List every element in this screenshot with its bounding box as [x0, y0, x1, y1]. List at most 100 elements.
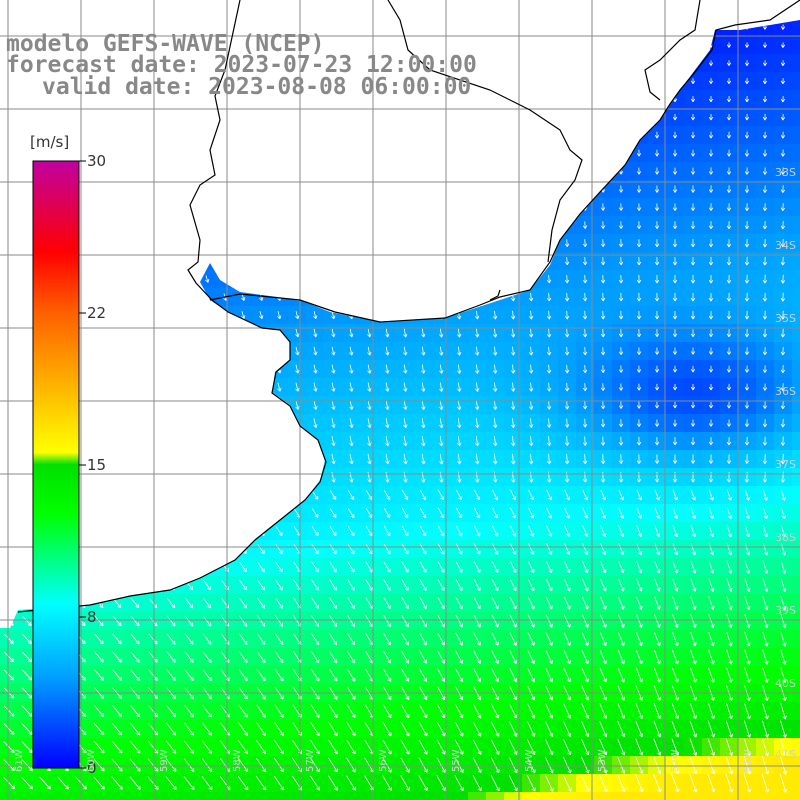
wind-arrow — [331, 257, 336, 265]
wind-arrow — [385, 400, 390, 410]
wind-arrow — [493, 328, 498, 338]
wind-arrow — [169, 257, 174, 265]
wind-cell — [90, 342, 109, 361]
wind-arrow — [636, 60, 642, 66]
wind-arrow — [259, 7, 262, 11]
wind-arrow — [310, 633, 320, 646]
wind-arrow — [167, 490, 175, 500]
wind-arrow — [347, 579, 355, 591]
wind-arrow — [187, 293, 192, 301]
wind-cell — [342, 126, 361, 145]
wind-arrow — [169, 7, 172, 11]
wind-arrow — [295, 364, 300, 374]
wind-arrow — [169, 418, 174, 428]
wind-arrow — [96, 24, 101, 30]
wind-cell — [522, 216, 541, 235]
wind-arrow — [187, 221, 192, 229]
wind-arrow — [600, 578, 607, 592]
wind-arrow — [762, 95, 768, 103]
wind-arrow — [401, 597, 409, 610]
wind-arrow — [348, 114, 354, 120]
wind-arrow — [222, 114, 227, 120]
wind-cell — [270, 234, 289, 253]
wind-arrow — [366, 150, 372, 157]
wind-arrow — [511, 382, 516, 392]
wind-arrow — [510, 78, 516, 84]
wind-arrow — [726, 221, 732, 230]
wind-arrow — [274, 740, 284, 755]
wind-arrow — [547, 436, 552, 447]
wind-arrow — [241, 364, 246, 374]
wind-arrow — [4, 651, 14, 663]
wind-cell — [54, 108, 73, 127]
colorbar — [32, 160, 80, 769]
wind-arrow — [169, 382, 174, 392]
wind-arrow — [258, 168, 264, 175]
wind-cell — [180, 522, 199, 541]
wind-arrow — [97, 204, 102, 210]
wind-arrow — [708, 78, 714, 85]
wind-cell — [378, 162, 397, 181]
wind-arrow — [293, 490, 301, 500]
wind-cell — [216, 504, 235, 523]
wind-arrow — [456, 24, 462, 30]
wind-cell — [594, 108, 613, 127]
wind-arrow — [241, 203, 246, 211]
wind-arrow — [511, 328, 516, 338]
wind-arrow — [349, 239, 354, 247]
wind-cell — [504, 54, 523, 73]
wind-arrow — [94, 669, 104, 681]
wind-cell — [360, 234, 379, 253]
wind-cell — [252, 792, 271, 800]
wind-arrow — [129, 704, 141, 718]
wind-cell — [288, 468, 307, 487]
wind-arrow — [546, 114, 552, 121]
wind-cell — [540, 792, 559, 800]
wind-cell — [738, 792, 757, 800]
wind-arrow — [295, 7, 298, 11]
wind-arrow — [383, 632, 391, 646]
wind-arrow — [313, 293, 318, 302]
wind-cell — [792, 216, 800, 235]
wind-arrow — [329, 615, 337, 627]
wind-cell — [270, 432, 289, 451]
wind-arrow — [384, 203, 390, 211]
wind-arrow — [385, 7, 389, 11]
wind-arrow — [671, 720, 680, 738]
wind-arrow — [93, 722, 105, 736]
wind-arrow — [259, 346, 264, 356]
lon-label: 55W — [451, 749, 462, 772]
wind-arrow — [708, 292, 714, 302]
wind-arrow — [527, 721, 536, 737]
wind-cell — [234, 486, 253, 505]
wind-arrow — [636, 78, 642, 84]
wind-arrow — [330, 42, 335, 48]
wind-arrow — [690, 96, 696, 103]
wind-cell — [270, 504, 289, 523]
wind-cell — [180, 324, 199, 343]
wind-arrow — [313, 257, 318, 265]
wind-cell — [180, 108, 199, 127]
wind-arrow — [277, 418, 282, 428]
wind-arrow — [113, 508, 121, 518]
wind-arrow — [275, 526, 283, 536]
wind-arrow — [275, 579, 283, 591]
wind-arrow — [112, 633, 122, 645]
wind-cell — [108, 414, 127, 433]
wind-arrow — [403, 257, 408, 265]
wind-arrow — [57, 776, 69, 790]
wind-cell — [180, 144, 199, 163]
wind-arrow — [726, 578, 733, 592]
wind-arrow — [582, 274, 588, 284]
wind-arrow — [148, 704, 159, 718]
wind-arrow — [239, 597, 248, 609]
coastline — [17, 0, 800, 613]
wind-arrow — [385, 436, 390, 447]
wind-arrow — [582, 525, 589, 537]
wind-arrow — [617, 720, 626, 738]
wind-cell — [702, 792, 721, 800]
wind-arrow — [474, 167, 480, 175]
wind-arrow — [437, 614, 445, 628]
wind-arrow — [726, 507, 733, 519]
wind-arrow — [169, 293, 174, 301]
